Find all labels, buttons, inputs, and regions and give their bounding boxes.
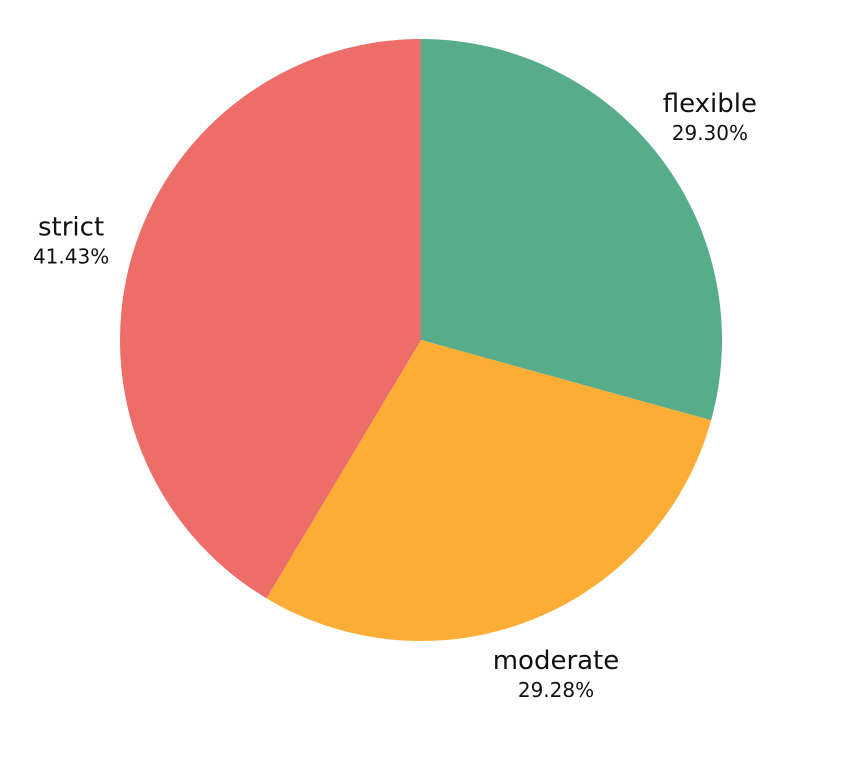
pie-slice-strict — [119, 39, 421, 599]
slice-percent-flexible: 29.30% — [672, 121, 748, 145]
slice-percent-strict: 41.43% — [33, 244, 109, 268]
slice-label-flexible: flexible — [663, 89, 757, 119]
slice-label-strict: strict — [38, 212, 104, 242]
slices-layer — [119, 39, 723, 642]
slice-label-moderate: moderate — [493, 646, 620, 676]
pie-slice-moderate — [266, 340, 712, 642]
slice-percent-moderate: 29.28% — [518, 678, 594, 702]
pie-slice-flexible — [421, 39, 723, 421]
